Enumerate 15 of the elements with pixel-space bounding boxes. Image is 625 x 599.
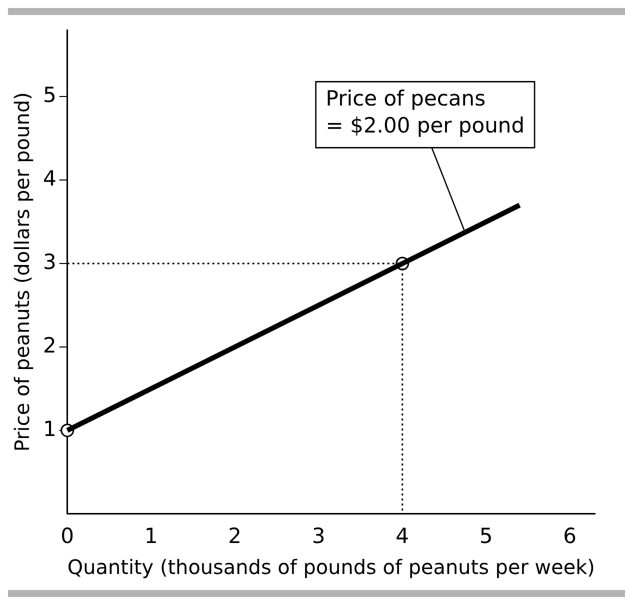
y-axis-title: Price of peanuts (dollars per pound): [10, 92, 34, 452]
x-tick-label: 4: [396, 524, 410, 548]
x-tick-label: 0: [60, 524, 74, 548]
y-tick-label: 2: [42, 333, 56, 358]
x-tick-label: 6: [563, 524, 577, 548]
x-tick-label: 1: [144, 524, 158, 548]
y-tick-label: 3: [42, 250, 56, 274]
x-tick-label: 2: [228, 524, 242, 548]
y-tick-label: 1: [42, 416, 56, 441]
annotation: Price of pecans = $2.00 per pound: [326, 86, 525, 138]
y-tick-label: 4: [42, 166, 56, 191]
y-tick-label: 5: [42, 83, 56, 108]
x-tick-label: 3: [312, 524, 326, 548]
x-axis-title: Quantity (thousands of pounds of peanuts per week): [67, 555, 595, 580]
x-tick-label: 5: [479, 524, 493, 548]
